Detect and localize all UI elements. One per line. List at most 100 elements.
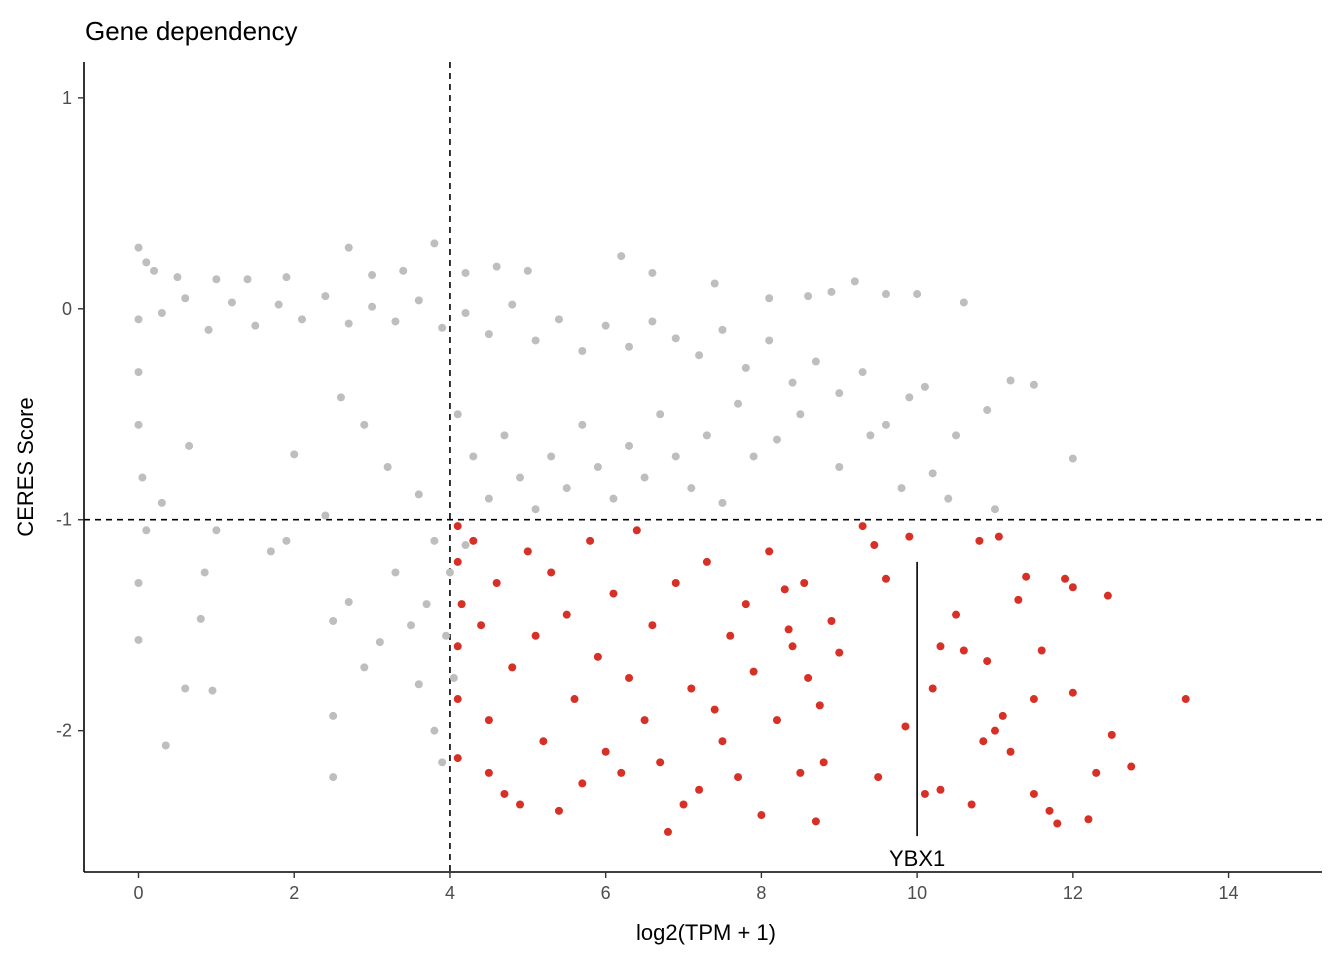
highlight-point bbox=[1045, 806, 1054, 815]
background-point bbox=[695, 351, 704, 360]
highlight-point bbox=[1053, 819, 1062, 828]
x-tick-label: 14 bbox=[1219, 883, 1239, 903]
background-point bbox=[952, 431, 961, 440]
background-point bbox=[718, 325, 727, 334]
y-tick-label: 0 bbox=[62, 299, 72, 319]
background-point bbox=[788, 378, 797, 387]
background-point bbox=[368, 302, 377, 311]
background-point bbox=[1006, 376, 1015, 385]
background-point bbox=[430, 726, 439, 735]
background-point bbox=[407, 621, 416, 630]
background-point bbox=[134, 635, 143, 644]
highlight-point bbox=[453, 522, 462, 531]
highlight-point bbox=[1037, 646, 1046, 655]
x-tick-label: 6 bbox=[601, 883, 611, 903]
background-point bbox=[344, 319, 353, 328]
background-point bbox=[134, 368, 143, 377]
background-point bbox=[196, 614, 205, 623]
background-point bbox=[208, 686, 217, 695]
background-point bbox=[547, 452, 556, 461]
highlight-point bbox=[547, 568, 556, 577]
highlight-point bbox=[757, 811, 766, 820]
highlight-point bbox=[788, 642, 797, 651]
highlight-point bbox=[492, 579, 501, 588]
highlight-point bbox=[874, 773, 883, 782]
background-point bbox=[161, 741, 170, 750]
background-point bbox=[944, 494, 953, 503]
background-point bbox=[329, 616, 338, 625]
highlight-point bbox=[710, 705, 719, 714]
highlight-point bbox=[469, 536, 478, 545]
highlight-point bbox=[1029, 789, 1038, 798]
background-point bbox=[430, 536, 439, 545]
background-point bbox=[897, 484, 906, 493]
background-point bbox=[449, 673, 458, 682]
highlight-point bbox=[671, 579, 680, 588]
highlight-point bbox=[457, 600, 466, 609]
highlight-point bbox=[979, 737, 988, 746]
highlight-point bbox=[586, 536, 595, 545]
background-point bbox=[928, 469, 937, 478]
background-point bbox=[749, 452, 758, 461]
background-point bbox=[578, 420, 587, 429]
background-point bbox=[445, 568, 454, 577]
highlight-point bbox=[858, 522, 867, 531]
background-point bbox=[453, 410, 462, 419]
background-point bbox=[391, 568, 400, 577]
axes bbox=[83, 62, 1322, 873]
highlight-point bbox=[1107, 730, 1116, 739]
x-tick-label: 2 bbox=[289, 883, 299, 903]
highlight-point bbox=[453, 557, 462, 566]
highlight-point bbox=[453, 695, 462, 704]
y-axis-title: CERES Score bbox=[13, 397, 38, 536]
background-point bbox=[983, 406, 992, 415]
background-point bbox=[990, 505, 999, 514]
background-point bbox=[212, 526, 221, 535]
background-point bbox=[469, 452, 478, 461]
highlight-point bbox=[804, 673, 813, 682]
highlight-point bbox=[983, 657, 992, 666]
highlight-point bbox=[967, 800, 976, 809]
background-point bbox=[609, 494, 618, 503]
background-point bbox=[811, 357, 820, 366]
background-point bbox=[508, 300, 517, 309]
background-point bbox=[414, 680, 423, 689]
highlight-point bbox=[523, 547, 532, 556]
background-point bbox=[959, 298, 968, 307]
highlight-point bbox=[998, 711, 1007, 720]
threshold-lines bbox=[84, 62, 1322, 872]
background-point bbox=[492, 262, 501, 271]
highlight-point bbox=[500, 789, 509, 798]
highlight-point bbox=[1068, 583, 1077, 592]
highlight-point bbox=[570, 695, 579, 704]
background-point bbox=[710, 279, 719, 288]
highlight-point bbox=[741, 600, 750, 609]
background-point bbox=[298, 315, 307, 324]
background-point bbox=[718, 498, 727, 507]
highlight-point bbox=[952, 610, 961, 619]
background-point bbox=[134, 315, 143, 324]
highlight-point bbox=[870, 541, 879, 550]
highlight-point bbox=[835, 648, 844, 657]
background-point bbox=[134, 420, 143, 429]
highlight-point bbox=[609, 589, 618, 598]
highlight-point bbox=[554, 806, 563, 815]
background-point bbox=[1068, 454, 1077, 463]
background-point bbox=[734, 399, 743, 408]
background-point bbox=[461, 268, 470, 277]
highlight-point bbox=[1006, 747, 1015, 756]
background-point bbox=[656, 410, 665, 419]
highlight-point bbox=[702, 557, 711, 566]
highlight-point bbox=[827, 616, 836, 625]
highlight-point bbox=[780, 585, 789, 594]
highlight-point bbox=[800, 579, 809, 588]
highlight-point bbox=[1127, 762, 1136, 771]
background-point bbox=[562, 484, 571, 493]
background-point bbox=[251, 321, 260, 330]
highlight-point bbox=[928, 684, 937, 693]
highlight-point bbox=[975, 536, 984, 545]
x-axis-title: log2(TPM + 1) bbox=[636, 920, 776, 945]
